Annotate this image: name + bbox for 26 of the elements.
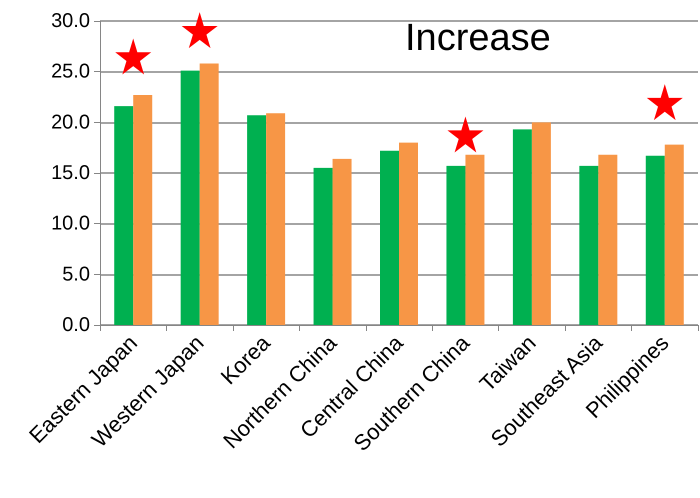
bar bbox=[266, 113, 286, 325]
y-tick-label: 0.0 bbox=[62, 314, 90, 336]
bar bbox=[200, 64, 219, 325]
chart-title: Increase bbox=[405, 17, 551, 59]
bar bbox=[314, 168, 333, 325]
bar bbox=[114, 106, 134, 325]
bar bbox=[598, 154, 618, 325]
y-tick-label: 25.0 bbox=[51, 60, 90, 83]
bar bbox=[512, 129, 532, 325]
bar bbox=[465, 154, 484, 325]
y-tick-label: 30.0 bbox=[51, 10, 90, 32]
y-tick-label: 5.0 bbox=[62, 263, 90, 286]
bar bbox=[646, 156, 665, 325]
y-tick-label: 15.0 bbox=[51, 162, 90, 184]
bar bbox=[247, 115, 266, 325]
bar bbox=[579, 166, 598, 325]
bar bbox=[399, 142, 418, 325]
bar bbox=[133, 94, 152, 325]
bar bbox=[180, 70, 200, 325]
y-tick-label: 10.0 bbox=[51, 212, 90, 235]
bar bbox=[446, 166, 466, 325]
bar bbox=[332, 158, 352, 325]
y-tick-label: 20.0 bbox=[51, 111, 90, 134]
bar bbox=[380, 150, 399, 325]
bar bbox=[532, 122, 551, 325]
bar bbox=[664, 144, 684, 325]
